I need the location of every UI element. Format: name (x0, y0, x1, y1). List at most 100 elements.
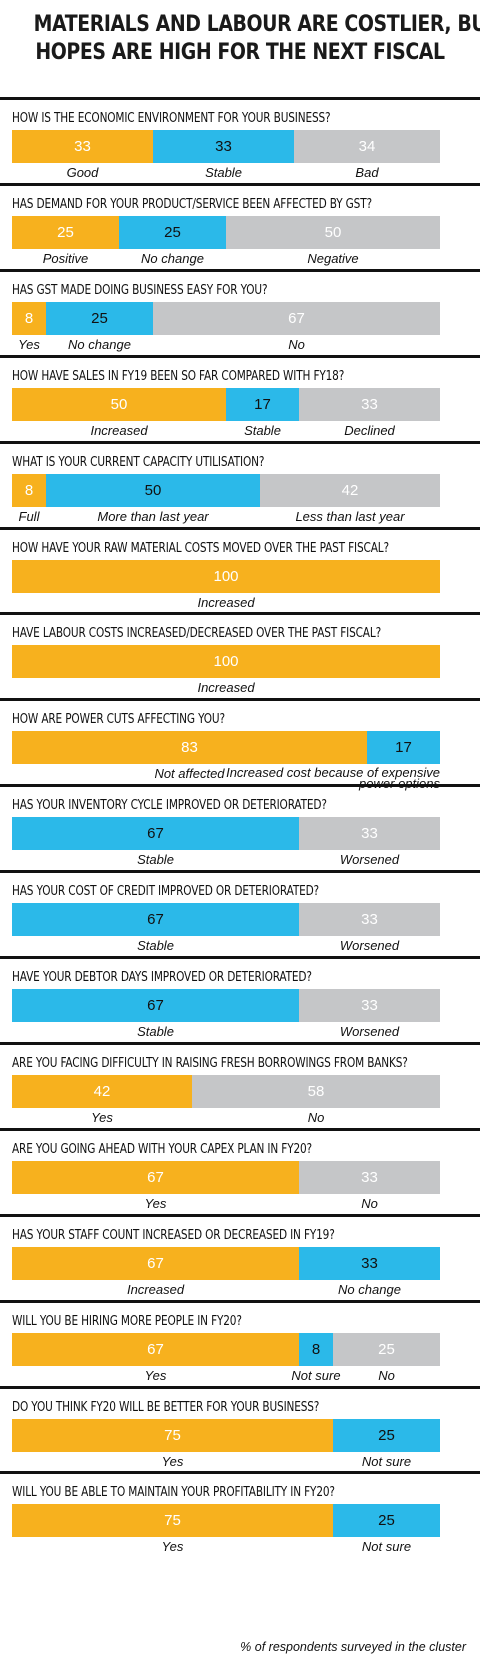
category-label: Less than last year (295, 508, 405, 524)
value-label: 17 (254, 395, 271, 413)
category-label: Not sure (361, 1453, 412, 1469)
value-label: 58 (307, 1082, 325, 1100)
bar-segment (153, 130, 294, 163)
stacked-bar: 25 Positive 25 No change 50 Negative (12, 215, 440, 265)
bar-segment (12, 130, 153, 163)
bar-segment (12, 473, 46, 507)
category-label: Yes (91, 1109, 113, 1125)
question-text: HAS GST MADE DOING BUSINESS EASY FOR YOU… (12, 281, 268, 298)
value-label: 100 (213, 653, 239, 671)
value-label: 67 (288, 309, 305, 327)
value-label: 33 (361, 395, 378, 413)
value-label: 67 (147, 1168, 164, 1186)
category-label: No change (141, 250, 204, 266)
section-divider (0, 182, 480, 186)
category-label: Good (66, 165, 99, 180)
question-text: WHAT IS YOUR CURRENT CAPACITY UTILISATIO… (12, 453, 265, 470)
bar-segment (333, 1418, 440, 1452)
question-text: HOW ARE POWER CUTS AFFECTING YOU? (12, 711, 225, 728)
category-label: Yes (161, 1539, 184, 1555)
category-label: More than last year (97, 508, 209, 524)
section-divider (0, 268, 480, 272)
section-divider (0, 526, 480, 530)
category-label: Not sure (291, 1367, 341, 1383)
value-label: 67 (147, 997, 164, 1014)
bar-segment (299, 989, 440, 1022)
section-divider (0, 698, 480, 702)
bar-segment (12, 1418, 333, 1452)
category-label: Positive (42, 250, 89, 266)
question-text: WILL YOU BE ABLE TO MAINTAIN YOUR PROFIT… (12, 1484, 335, 1501)
category-label: Full (18, 508, 40, 524)
stacked-bar: 83 Not affected 17 Increased cost because o… (12, 731, 440, 790)
value-label: 75 (164, 1512, 181, 1530)
category-label: Yes (18, 336, 40, 352)
stacked-bar: 75 Yes 25 Not sure (12, 1418, 440, 1468)
stacked-bar: 67 Stable 33 Worsened (12, 817, 440, 867)
value-label: 75 (164, 1426, 181, 1444)
category-label: Not sure (361, 1539, 412, 1555)
section-divider (0, 870, 480, 874)
bar-segment (299, 1246, 440, 1280)
bar-segment (153, 301, 440, 335)
value-label: 33 (361, 1254, 378, 1272)
bar-segment (299, 903, 440, 937)
category-label: No (361, 1195, 378, 1211)
question-text: HAS DEMAND FOR YOUR PRODUCT/SERVICE BEEN… (12, 195, 372, 212)
section-divider (0, 784, 480, 788)
category-label: No (307, 1109, 325, 1125)
section-divider (0, 612, 480, 616)
value-label: 25 (378, 1512, 395, 1530)
value-label: 33 (215, 138, 232, 155)
question-text: HAS YOUR COST OF CREDIT IMPROVED OR DETE… (12, 883, 319, 900)
bar-segment (12, 1160, 299, 1194)
category-label: Bad (355, 165, 379, 180)
question-text: HOW IS THE ECONOMIC ENVIRONMENT FOR YOUR… (12, 110, 331, 126)
value-label: 42 (93, 1082, 111, 1100)
bar-segment (299, 387, 440, 421)
bar-segment (12, 1332, 299, 1366)
value-label: 33 (361, 997, 378, 1014)
value-label: 42 (341, 481, 359, 499)
bar-segment (260, 473, 440, 507)
category-label: Stable (137, 852, 174, 868)
stacked-bar: 67 Stable 33 Worsened (12, 989, 440, 1039)
stacked-bar: 8 Full 50 More than last year 42 Less than la… (12, 473, 440, 523)
bar-segment (333, 1332, 440, 1366)
bar-segment (12, 903, 299, 937)
question-text: ARE YOU GOING AHEAD WITH YOUR CAPEX PLAN… (12, 1140, 312, 1157)
value-label: 8 (24, 309, 34, 327)
bar-segment (119, 215, 226, 249)
question-text: HOW HAVE SALES IN FY19 BEEN SO FAR COMPA… (12, 367, 345, 384)
bar-segment (12, 215, 119, 249)
category-label: Increased (197, 680, 255, 696)
category-label: Worsened (339, 938, 400, 954)
section-divider (0, 97, 480, 100)
category-label: No change (338, 1281, 401, 1297)
question-text: HOW HAVE YOUR RAW MATERIAL COSTS MOVED O… (12, 539, 389, 556)
value-label: 67 (147, 1254, 164, 1272)
value-label: 67 (147, 825, 164, 843)
category-label: No change (68, 336, 131, 352)
bar-segment (299, 1332, 333, 1366)
category-label: No (378, 1367, 395, 1383)
value-label: 67 (147, 1340, 164, 1358)
category-label: Stable (244, 422, 281, 438)
category-label: Yes (161, 1453, 184, 1469)
value-label: 33 (361, 911, 378, 929)
value-label: 8 (311, 1340, 321, 1358)
question-text: HAS YOUR INVENTORY CYCLE IMPROVED OR DET… (12, 797, 327, 814)
chart-title-line-1: MATERIALS AND LABOUR ARE COSTLIER, BUT (33, 12, 480, 37)
section-divider (0, 354, 480, 358)
value-label: 50 (324, 223, 342, 241)
bar-segment (192, 1074, 440, 1108)
section-divider (0, 1213, 480, 1217)
bar-segment (294, 130, 440, 163)
stacked-bar: 42 Yes 58 No (12, 1074, 440, 1124)
category-label: Worsened (339, 1024, 400, 1039)
bar-segment (46, 473, 260, 507)
stacked-bar: 67 Increased 33 No change (12, 1246, 440, 1296)
section-divider (0, 440, 480, 444)
category-label: Not affected (154, 766, 225, 782)
